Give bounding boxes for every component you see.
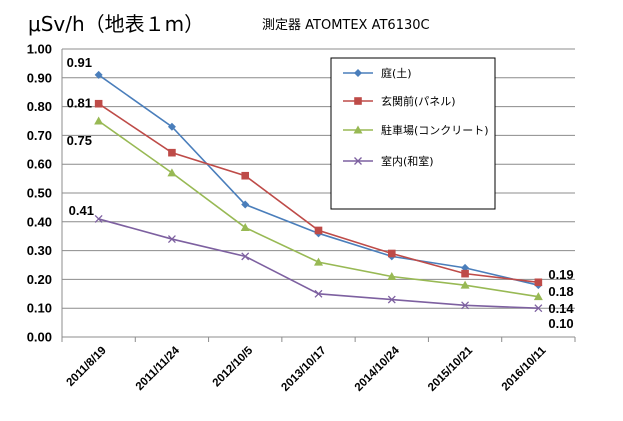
series-triangle: [94, 116, 543, 301]
data-point: [534, 278, 543, 287]
data-label: 0.19: [548, 267, 573, 282]
legend-label: 庭(土): [381, 66, 412, 80]
series-group: [94, 70, 543, 313]
data-point: [387, 249, 396, 258]
data-label: 0.10: [548, 316, 573, 331]
data-point: [241, 252, 250, 261]
legend: 庭(土) 玄関前(パネル) 駐車場(コンクリート) 室内(和室): [330, 57, 496, 210]
y-tick-label: 0.10: [27, 301, 52, 316]
y-tick-label: 0.60: [27, 157, 52, 172]
y-tick-label: 0.70: [27, 128, 52, 143]
data-point: [94, 116, 104, 125]
data-point: [533, 292, 543, 301]
y-tick-label: 1.00: [27, 42, 52, 57]
series-x: [94, 214, 543, 313]
data-point: [94, 214, 103, 223]
y-tick-label: 0.50: [27, 186, 52, 201]
x-axis-ticks: 2011/8/19 2011/11/24 2012/10/5 2013/10/17 20…: [65, 344, 549, 394]
data-point: [354, 97, 362, 105]
unit-title: μSv/h（地表１m）: [28, 12, 205, 36]
x-tick-label: 2014/10/24: [353, 344, 403, 394]
data-label: 0.91: [67, 55, 92, 70]
x-tick-label: 2011/11/24: [134, 344, 183, 393]
data-point: [534, 304, 543, 313]
legend-label: 駐車場(コンクリート): [381, 123, 489, 137]
data-label: 0.18: [548, 284, 573, 299]
data-point: [167, 168, 177, 177]
data-point: [314, 289, 323, 298]
data-point: [460, 280, 470, 289]
x-tick-label: 2016/10/11: [500, 344, 549, 393]
y-tick-label: 0.90: [27, 70, 52, 85]
data-point: [354, 157, 362, 165]
data-point: [168, 148, 176, 157]
data-point: [94, 99, 103, 108]
data-point: [387, 295, 396, 304]
x-tick-label: 2013/10/17: [279, 345, 328, 394]
data-labels: 0.91 0.81 0.75 0.41 0.19 0.18 0.140.10: [67, 55, 575, 331]
y-axis-ticks: 0.00 0.10 0.20 0.30 0.40 0.50 0.60 0.70 0.80 0.90…: [27, 42, 52, 345]
legend-item: 玄関前(パネル): [343, 94, 456, 108]
y-tick-label: 0.20: [27, 272, 52, 287]
data-point: [167, 122, 176, 131]
data-label: 0.75: [67, 133, 92, 148]
legend-item: 庭(土): [343, 66, 412, 80]
data-label: 0.81: [67, 96, 92, 111]
legend-label: 玄関前(パネル): [381, 94, 456, 108]
data-point: [241, 200, 250, 209]
legend-item: 駐車場(コンクリート): [343, 123, 489, 137]
data-point: [354, 69, 362, 77]
data-point: [240, 223, 250, 232]
data-point: [314, 257, 323, 266]
gridlines: [62, 48, 575, 309]
legend-label: 室内(和室): [381, 154, 434, 168]
axes: [61, 49, 576, 342]
x-tick-label: 2015/10/21: [426, 344, 476, 394]
y-tick-label: 0.80: [27, 99, 52, 114]
data-point: [241, 171, 250, 180]
data-point: [94, 70, 103, 79]
y-tick-label: 0.40: [27, 214, 52, 229]
data-point: [353, 125, 363, 134]
legend-item: 室内(和室): [343, 154, 434, 168]
x-tick-label: 2012/10/5: [211, 344, 256, 389]
data-point: [461, 301, 470, 310]
device-title: 測定器 ATOMTEX AT6130C: [262, 18, 430, 33]
data-label: 0.41: [69, 203, 94, 218]
data-point: [387, 272, 397, 281]
data-point: [167, 235, 176, 244]
y-tick-label: 0.30: [27, 243, 52, 258]
x-tick-label: 2011/8/19: [65, 345, 109, 389]
y-tick-label: 0.00: [27, 330, 52, 345]
series-square: [94, 99, 543, 287]
data-point: [314, 226, 323, 235]
data-label: 0.14: [548, 301, 574, 316]
data-point: [461, 269, 469, 278]
